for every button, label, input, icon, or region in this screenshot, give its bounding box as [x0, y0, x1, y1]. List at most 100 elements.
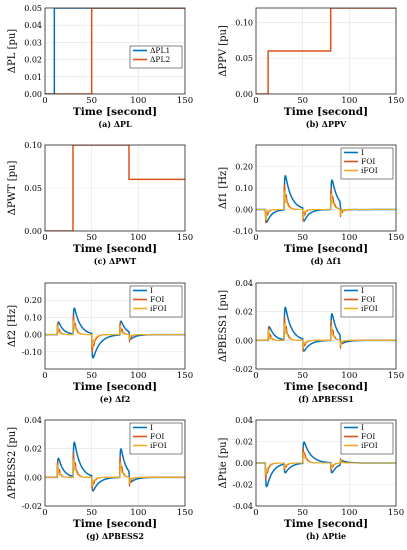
x-tick-label: 100: [341, 371, 357, 381]
legend-entry: iFOI: [150, 304, 167, 313]
axes-frame: [44, 419, 186, 507]
y-tick-label: 0.20: [235, 163, 253, 172]
y-tick-label: 0.05: [235, 54, 253, 63]
x-tick-label: 150: [177, 508, 193, 518]
x-tick-label: 0: [253, 508, 258, 518]
y-tick-label: 0.02: [235, 438, 253, 447]
series-group: [256, 175, 396, 224]
subplot-caption: (h) ΔPtie: [306, 531, 346, 541]
subplot-caption: (b) ΔPPV: [306, 119, 347, 129]
x-tick-label: 0: [253, 96, 258, 106]
x-tick-label: 0: [42, 508, 47, 518]
x-axis-label: Time [second]: [73, 518, 157, 530]
subplot-caption: (d) Δf1: [310, 256, 341, 266]
y-tick-label: 0.20: [24, 296, 42, 305]
series-ifoi-line: [45, 319, 185, 349]
series-line-1: [45, 145, 185, 231]
legend-entry: iFOI: [150, 441, 167, 450]
x-tick-label: 100: [130, 371, 146, 381]
subplot-caption: (a) ΔPL: [98, 119, 132, 129]
series-group: [256, 441, 396, 488]
x-tick-label: 50: [297, 371, 308, 381]
series-group: [45, 307, 185, 359]
y-tick-label: 0.02: [235, 308, 253, 317]
x-tick-label: 150: [177, 371, 193, 381]
x-axis-label: Time [second]: [73, 381, 157, 393]
subplot-2: 0 50 100 150 0.00 0.05 0.10 Time [second] ΔPPV […: [218, 7, 404, 129]
y-tick-label: 0.00: [235, 336, 253, 345]
legend-entry: iFOI: [361, 304, 378, 313]
subplot-3: 0 50 100 150 0.00 0.05 0.10 Time [second] ΔPWT […: [7, 141, 193, 266]
axes-frame: [255, 144, 397, 232]
series-ifoi-line: [256, 322, 396, 350]
y-tick-label: 0.00: [24, 227, 42, 236]
y-tick-label: -0.10: [21, 348, 42, 357]
legend-box: [129, 45, 183, 69]
y-tick-label: 0.00: [24, 473, 42, 482]
y-axis-label: ΔPWT [pu]: [7, 161, 18, 216]
series-ifoi-line: [256, 189, 396, 221]
legend-entry: ΔPL1: [150, 46, 170, 55]
y-tick-label: 0.01: [24, 73, 42, 82]
y-tick-label: -0.02: [232, 481, 253, 490]
y-axis-label: Δf2 [Hz]: [7, 305, 18, 347]
x-tick-label: 50: [297, 96, 308, 106]
subplot-1: 0 50 100 150 0.00 0.01 0.02 0.03 0.04 0.05 Time [s…: [7, 4, 193, 129]
y-tick-label: 0.00: [24, 90, 42, 99]
legend-entry: iFOI: [361, 166, 378, 175]
series-ifoi-line: [45, 458, 185, 488]
x-axis-label: Time [second]: [284, 243, 368, 255]
y-axis-label: ΔPtie [pu]: [218, 437, 229, 488]
legend-entry: FOI: [361, 295, 375, 304]
axes-frame: [44, 282, 186, 370]
subplot-caption: (g) ΔPBESS2: [86, 531, 144, 541]
y-tick-label: 0.00: [24, 331, 42, 340]
series-line-1: [256, 8, 396, 94]
y-tick-label: -0.10: [232, 227, 253, 236]
x-tick-label: 50: [297, 508, 308, 518]
y-tick-label: 0.03: [24, 38, 42, 47]
series-group: [256, 306, 396, 353]
legend-entry: FOI: [361, 157, 375, 166]
y-tick-label: 0.04: [24, 416, 42, 425]
x-tick-label: 100: [341, 508, 357, 518]
series-group: [45, 441, 185, 492]
x-tick-label: 0: [42, 371, 47, 381]
x-tick-label: 100: [341, 233, 357, 243]
y-axis-label: ΔPBESS2 [pu]: [7, 427, 18, 499]
x-tick-label: 0: [253, 233, 258, 243]
legend-entry: FOI: [150, 432, 164, 441]
y-tick-label: 0.05: [24, 184, 42, 193]
series-line-1: [45, 8, 185, 94]
x-axis-label: Time [second]: [284, 106, 368, 118]
x-tick-label: 50: [86, 96, 97, 106]
y-tick-label: 0.10: [24, 313, 42, 322]
subplot-8: 0 50 100 150 -0.04 -0.02 0.00 0.02 0.04 Time [sec…: [218, 416, 404, 541]
series-group: [256, 8, 396, 94]
subplot-caption: (f) ΔPBESS1: [298, 394, 354, 404]
y-tick-label: 0.10: [235, 184, 253, 193]
x-tick-label: 150: [388, 96, 404, 106]
x-tick-label: 150: [388, 371, 404, 381]
x-tick-label: 150: [388, 233, 404, 243]
legend-entry: FOI: [150, 295, 164, 304]
x-axis-label: Time [second]: [73, 243, 157, 255]
x-tick-label: 50: [86, 371, 97, 381]
x-tick-label: 100: [130, 233, 146, 243]
legend-entry: iFOI: [361, 441, 378, 450]
x-axis-label: Time [second]: [284, 518, 368, 530]
series-ifoi-line: [256, 451, 396, 476]
x-tick-label: 150: [177, 233, 193, 243]
y-tick-label: 0.04: [235, 279, 253, 288]
subplot-6: 0 50 100 150 -0.02 0.00 0.02 0.04 Time [second] Δ…: [218, 279, 404, 404]
y-axis-label: ΔPL [pu]: [7, 29, 18, 74]
x-axis-label: Time [second]: [73, 106, 157, 118]
y-tick-label: -0.04: [232, 502, 253, 511]
y-axis-label: ΔPBESS1 [pu]: [218, 290, 229, 362]
subplot-caption: (c) ΔPWT: [94, 256, 136, 266]
